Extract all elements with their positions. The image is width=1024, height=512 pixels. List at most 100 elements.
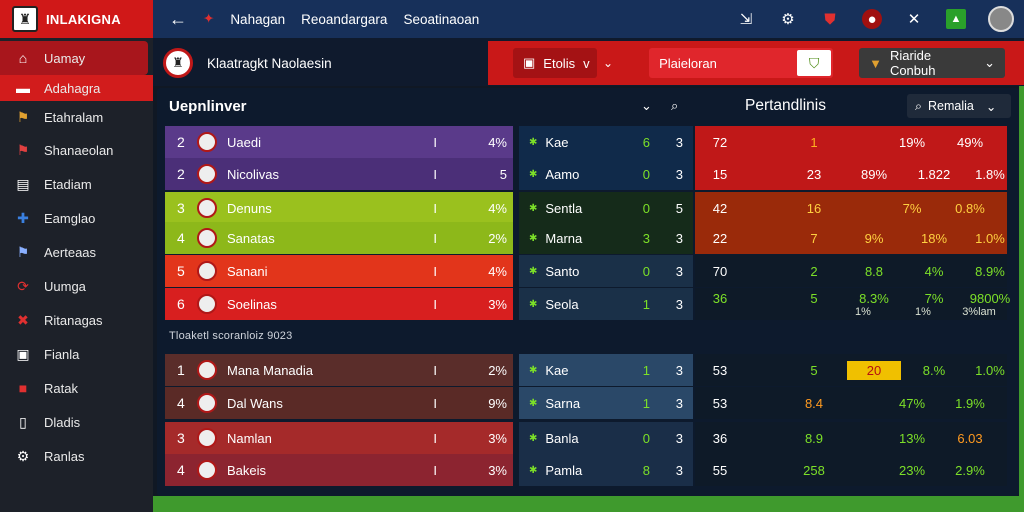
team-name: Uaedi [227, 134, 261, 150]
divider: I [433, 166, 437, 182]
sidebar-item-4[interactable]: ▤ Etadiam [0, 167, 153, 201]
match-cell[interactable]: ✱ Santo 0 3 [519, 255, 693, 287]
table-row[interactable]: 5 Sanani I 4% [165, 255, 513, 287]
sidebar-item-6[interactable]: ⚑ Aerteaas [0, 235, 153, 269]
sidebar-item-7[interactable]: ⟳ Uumga [0, 269, 153, 303]
settings-icon[interactable]: ⚙ [781, 11, 795, 28]
club-name: Klaatragkt Naolaesin [207, 55, 332, 71]
remove-all-label: Remalia [928, 99, 974, 113]
status-dot-icon: ✱ [529, 298, 538, 310]
sidebar-item-label: Eamglao [44, 210, 96, 226]
table-row[interactable]: 3 Denuns I 4% [165, 192, 513, 224]
sidebar-item-8[interactable]: ✖ Ritanagas [0, 303, 153, 337]
flag-icon: ⚑ [16, 141, 30, 158]
club-badge-icon [197, 294, 217, 314]
sidebar-item-2[interactable]: ⚑ Etahralam [0, 101, 153, 133]
table-row[interactable]: 4 Bakeis I 3% [165, 454, 513, 486]
player-pill[interactable]: Plaieloran ⛉ [649, 48, 834, 78]
stat-value: 8.8 [864, 263, 884, 279]
match-name: Pamla [545, 462, 583, 478]
club-crest-icon: ♜ [163, 48, 193, 78]
club-badge-icon [197, 360, 217, 380]
export-icon[interactable]: ⇲ [739, 11, 753, 28]
stat-value: 1.0% [975, 362, 1005, 378]
crest-icon[interactable]: ● [862, 9, 882, 29]
match-cell[interactable]: ✱ Sarna 1 3 [519, 387, 693, 419]
sidebar-item-label: Etadiam [44, 176, 92, 192]
stat-value: 23% [898, 462, 926, 478]
match-b: 3 [675, 134, 683, 150]
club-shield-icon[interactable]: ⛊ [824, 10, 836, 28]
match-cell[interactable]: ✱ Pamla 8 3 [519, 454, 693, 486]
top-bar: ← ✦ Nahagan Reoandargara Seoatinaoan ⇲ ⚙… [153, 0, 1024, 38]
sidebar-item-9[interactable]: ▣ Fianla [0, 337, 153, 371]
chevron-down-icon[interactable]: ⌄ [603, 56, 614, 70]
tv-icon: ▣ [16, 345, 30, 362]
flag-icon: ⚑ [16, 243, 30, 260]
table-row[interactable]: 2 Nicolivas I 5 [165, 158, 513, 190]
team-name: Mana Manadia [227, 362, 313, 378]
back-arrow-icon[interactable]: ← [169, 8, 187, 29]
search-icon[interactable]: ⌕ [671, 98, 679, 113]
avatar[interactable] [988, 6, 1014, 32]
remove-all-button[interactable]: ⌕ Remalia ⌄ [907, 94, 1011, 118]
close-icon[interactable]: ✕ [907, 11, 921, 28]
stat-value: 9800% [969, 291, 1011, 306]
match-cell[interactable]: ✱ Sentla 0 5 [519, 192, 693, 224]
match-name: Kae [545, 362, 569, 378]
sidebar-item-3[interactable]: ⚑ Shanaeolan [0, 133, 153, 167]
match-a: 1 [642, 362, 650, 378]
stats-cell: 72 1 19% 49% [695, 126, 1007, 158]
percent: 4% [488, 200, 507, 216]
match-b: 5 [675, 200, 683, 216]
divider: I [433, 430, 437, 446]
club-selector[interactable]: ♜ Klaatragkt Naolaesin [163, 44, 493, 82]
brand-bar[interactable]: ♜ INLAKIGNA [0, 0, 153, 38]
sidebar-item-0[interactable]: ⌂ Uamay [0, 41, 148, 75]
filter-pill[interactable]: ▣ Etolis v [513, 48, 597, 78]
sidebar-item-11[interactable]: ▯ Dladis [0, 405, 153, 439]
chevron-down-icon[interactable]: ⌄ [641, 98, 652, 113]
breadcrumb-0[interactable]: Nahagan [230, 11, 286, 27]
match-cell[interactable]: ✱ Marna 3 3 [519, 222, 693, 254]
breadcrumb-1[interactable]: Reoandargara [301, 11, 388, 27]
match-cell[interactable]: ✱ Seola 1 3 [519, 288, 693, 320]
table-row[interactable]: 4 Dal Wans I 9% [165, 387, 513, 419]
breadcrumb-2[interactable]: Seoatinaoan [403, 11, 480, 27]
sidebar-item-12[interactable]: ⚙ Ranlas [0, 439, 153, 473]
club-badge-icon [197, 198, 217, 218]
status-icon[interactable]: ▲ [946, 9, 966, 29]
stat-value: 53 [712, 362, 728, 378]
match-cell[interactable]: ✱ Kae 1 3 [519, 354, 693, 386]
divider: I [433, 462, 437, 478]
stat-value: 72 [712, 134, 728, 150]
match-cell[interactable]: ✱ Banla 0 3 [519, 422, 693, 454]
filter-label: Etolis [543, 55, 576, 71]
table-row[interactable]: 4 Sanatas I 2% [165, 222, 513, 254]
percent: 5 [499, 166, 507, 182]
sidebar-item-1[interactable]: ▬ Adahagra [0, 75, 153, 101]
table-row[interactable]: 2 Uaedi I 4% [165, 126, 513, 158]
table-row[interactable]: 6 Soelinas I 3% [165, 288, 513, 320]
match-cell[interactable]: ✱ Aamo 0 3 [519, 158, 693, 190]
team-name: Denuns [227, 200, 272, 216]
sidebar-item-10[interactable]: ■ Ratak [0, 371, 153, 405]
table-row[interactable]: 3 Namlan I 3% [165, 422, 513, 454]
stat-value: 2 [810, 263, 818, 279]
match-name: Seola [545, 296, 579, 312]
sidebar-item-label: Etahralam [44, 109, 104, 125]
view-dropdown[interactable]: ▼ Riaride Conbuh ⌄ [859, 48, 1006, 78]
main-panel: Uepnlinver ⌄ ⌕ Pertandlinis ⌕ Remalia ⌄ … [157, 88, 1019, 496]
divider: I [433, 395, 437, 411]
sidebar-item-label: Aerteaas [44, 244, 97, 260]
table-row[interactable]: 1 Mana Manadia I 2% [165, 354, 513, 386]
match-name: Santo [545, 263, 580, 279]
stat-value: 8.9 [804, 430, 824, 446]
rank: 4 [177, 462, 185, 478]
match-cell[interactable]: ✱ Kae 6 3 [519, 126, 693, 158]
panel-header: Uepnlinver ⌄ ⌕ Pertandlinis ⌕ Remalia ⌄ [157, 88, 1019, 124]
divider: I [433, 362, 437, 378]
sidebar-item-5[interactable]: ✚ Eamglao [0, 201, 153, 235]
sidebar-item-label: Adahagra [44, 80, 101, 96]
stat-value: 7 [810, 230, 818, 246]
